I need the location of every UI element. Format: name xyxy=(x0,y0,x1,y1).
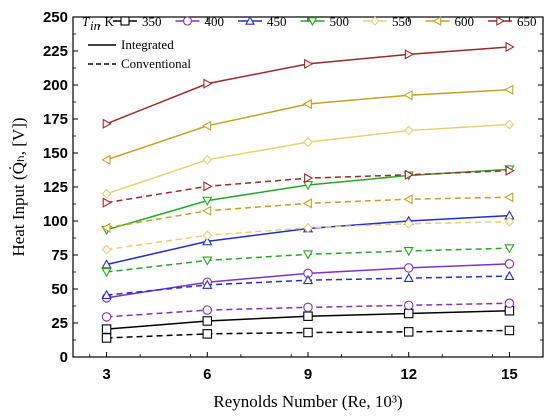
data-point-400-conventional xyxy=(202,305,213,315)
legend-title-suffix: , K xyxy=(98,14,115,29)
data-point-650-conventional xyxy=(102,197,112,208)
data-point-450-integrated xyxy=(101,259,112,269)
y-tick-label: 100 xyxy=(43,213,68,230)
data-point-650-integrated xyxy=(203,78,213,89)
data-point-350-integrated xyxy=(202,316,213,326)
y-tick-label: 225 xyxy=(43,43,68,60)
data-point-650-integrated xyxy=(505,41,515,53)
data-point-600-integrated xyxy=(101,154,111,165)
data-point-400-conventional xyxy=(303,302,313,313)
data-point-400-conventional xyxy=(101,312,112,322)
data-point-650-conventional xyxy=(304,173,314,184)
y-axis-title: Heat Input (Q̇ₕ, [V]) xyxy=(9,117,28,256)
data-point-600-integrated xyxy=(504,84,514,95)
data-point-450-conventional xyxy=(403,272,414,283)
data-point-650-integrated xyxy=(404,49,415,60)
legend-style-label-solid: Integrated xyxy=(121,37,174,52)
data-point-500-conventional xyxy=(202,256,213,266)
x-axis-title: Reynolds Number (Re, 10³) xyxy=(213,392,402,411)
data-point-550-integrated xyxy=(504,119,515,130)
legend-swatch-marker-650 xyxy=(496,16,506,26)
data-point-500-conventional xyxy=(504,244,515,254)
data-point-600-integrated xyxy=(403,90,413,101)
data-point-650-integrated xyxy=(102,118,112,129)
x-tick-label: 3 xyxy=(102,366,110,383)
legend-style-label-dashed: Conventional xyxy=(121,56,191,71)
data-point-350-integrated xyxy=(101,324,112,334)
data-point-600-integrated xyxy=(302,98,312,110)
legend-swatch-marker-350 xyxy=(120,16,130,26)
data-point-550-conventional xyxy=(202,230,213,241)
data-point-400-integrated xyxy=(403,263,414,273)
y-tick-label: 125 xyxy=(43,179,68,196)
data-point-550-conventional xyxy=(403,218,414,229)
data-point-450-integrated xyxy=(202,236,213,246)
data-point-600-conventional xyxy=(302,198,312,209)
data-point-600-conventional xyxy=(201,205,212,216)
y-tick-label: 150 xyxy=(43,145,68,162)
legend-label-350: 350 xyxy=(142,14,162,29)
data-point-650-integrated xyxy=(304,58,314,70)
data-point-550-integrated xyxy=(303,137,313,148)
legend-swatch-marker-550 xyxy=(370,16,380,26)
legend-label-500: 500 xyxy=(330,14,350,29)
y-tick-label: 75 xyxy=(51,247,68,264)
data-point-450-conventional xyxy=(202,279,213,289)
data-point-550-conventional xyxy=(504,216,515,227)
data-point-500-integrated xyxy=(202,196,213,206)
data-point-550-integrated xyxy=(403,125,414,136)
legend-label-450: 450 xyxy=(267,14,287,29)
x-tick-label: 6 xyxy=(203,366,211,383)
data-point-600-conventional xyxy=(504,192,514,203)
data-point-650-conventional xyxy=(505,165,515,176)
y-tick-label: 250 xyxy=(43,9,68,26)
x-tick-label: 12 xyxy=(400,366,417,383)
data-point-500-conventional xyxy=(302,250,314,260)
data-point-500-integrated xyxy=(302,181,314,191)
data-point-350-integrated xyxy=(303,311,313,321)
x-tick-label: 9 xyxy=(304,366,312,383)
data-point-450-conventional xyxy=(101,289,112,300)
data-point-350-conventional xyxy=(403,327,414,337)
data-point-500-conventional xyxy=(101,268,112,278)
data-point-450-conventional xyxy=(302,274,314,285)
legend-label-600: 600 xyxy=(455,14,475,29)
y-tick-label: 0 xyxy=(60,349,68,366)
y-tick-label: 200 xyxy=(43,77,68,94)
legend-label-400: 400 xyxy=(205,14,225,29)
data-point-550-conventional xyxy=(303,222,313,233)
y-tick-label: 50 xyxy=(51,281,68,298)
data-point-350-conventional xyxy=(303,327,313,338)
data-point-350-integrated xyxy=(403,308,414,319)
data-point-600-conventional xyxy=(101,222,111,233)
legend-title-subscript: in xyxy=(90,18,100,33)
data-point-600-integrated xyxy=(201,120,212,131)
legend-title: T xyxy=(82,14,90,29)
data-point-400-conventional xyxy=(504,298,515,309)
data-point-550-integrated xyxy=(202,154,213,165)
data-point-350-conventional xyxy=(504,325,515,336)
legend-label-650: 650 xyxy=(517,14,537,29)
x-tick-label: 15 xyxy=(501,366,518,383)
data-point-550-conventional xyxy=(101,244,112,255)
data-point-350-conventional xyxy=(202,329,213,339)
data-point-500-conventional xyxy=(403,247,414,257)
y-tick-label: 175 xyxy=(43,111,68,128)
legend-swatch-marker-450 xyxy=(245,15,255,25)
data-point-450-conventional xyxy=(504,270,515,280)
data-point-400-conventional xyxy=(403,300,414,311)
data-point-550-integrated xyxy=(101,188,112,199)
data-point-650-conventional xyxy=(203,181,213,192)
data-point-650-conventional xyxy=(404,169,415,180)
legend-swatch-marker-500 xyxy=(307,17,318,27)
y-tick-label: 25 xyxy=(51,315,68,332)
legend-swatch-marker-600 xyxy=(432,16,442,26)
data-point-400-integrated xyxy=(504,259,515,269)
data-point-350-conventional xyxy=(101,333,112,343)
legend-swatch-marker-400 xyxy=(182,16,193,26)
data-point-600-conventional xyxy=(403,194,413,205)
legend-label-550: 550 xyxy=(392,14,412,29)
